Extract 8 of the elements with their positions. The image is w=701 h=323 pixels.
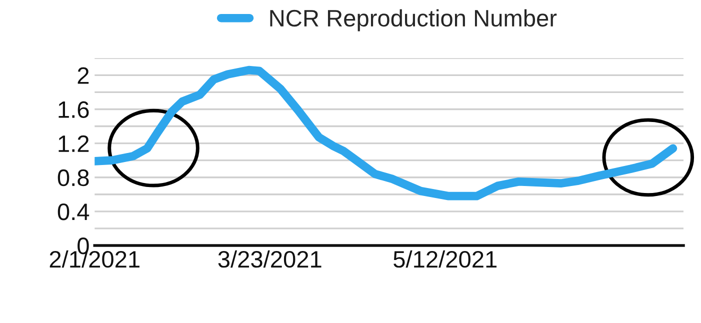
y-tick-label: 2 <box>78 67 89 84</box>
x-tick-label: 5/12/2021 <box>394 250 497 268</box>
y-tick-label: 0.8 <box>58 169 89 186</box>
legend-label: NCR Reproduction Number <box>270 9 557 32</box>
y-tick-label: 1.6 <box>58 101 89 118</box>
y-tick-label: 0.4 <box>58 203 90 220</box>
y-tick-label: 1.2 <box>58 135 89 152</box>
x-tick-label: 3/23/2021 <box>218 250 322 268</box>
